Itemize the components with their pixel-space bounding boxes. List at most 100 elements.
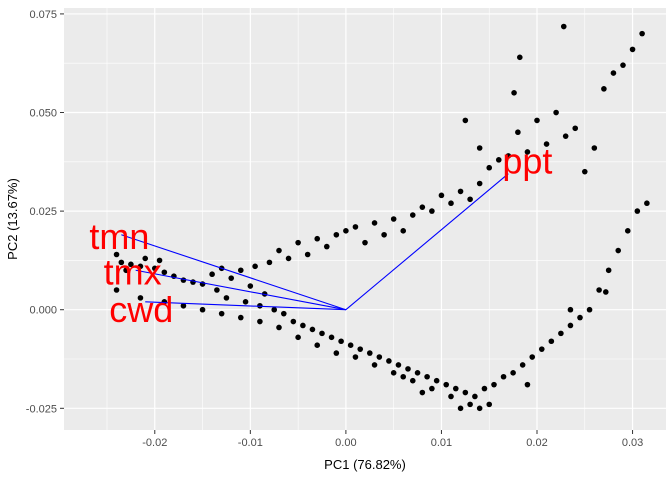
data-point-110 [419,389,426,396]
data-point-29 [309,326,316,333]
data-point-79 [548,338,555,345]
y-tick-label-4: 0.075 [29,9,57,21]
data-point-4 [161,269,168,276]
data-point-10 [214,287,220,293]
data-point-87 [586,306,593,313]
data-point-67 [491,381,497,388]
y-tick-label-2: 0.025 [29,206,57,218]
data-point-44 [381,231,387,238]
data-point-81 [558,330,564,337]
loading-vector-cwd [145,301,346,311]
data-point-132 [429,385,435,392]
y-tick-label-3: 0.050 [29,108,57,120]
data-point-126 [314,342,321,349]
data-point-119 [180,302,187,309]
loading-label-ppt: ppt [502,141,552,182]
data-point-9 [209,271,215,278]
data-point-118 [161,299,168,305]
x-axis-ticks: -0.02 -0.01 0.00 0.01 0.02 0.03 [142,430,643,449]
grid-major [64,8,666,430]
data-point-122 [237,314,244,321]
data-point-134 [467,401,473,408]
plot-panel [64,8,666,430]
data-point-121 [218,310,225,317]
data-point-78 [543,141,550,147]
data-point-80 [553,109,559,116]
data-point-58 [448,200,454,207]
data-point-40 [362,239,368,246]
data-point-103 [462,117,469,124]
data-point-66 [486,164,493,171]
x-tick-label-0: -0.02 [142,437,167,449]
data-point-17 [252,263,258,270]
data-point-31 [319,330,325,337]
data-point-131 [409,377,416,384]
data-point-2 [137,263,144,270]
data-point-77 [538,346,545,352]
data-point-88 [591,145,598,151]
data-point-84 [572,125,579,132]
data-point-108 [486,401,493,408]
data-point-35 [338,338,344,345]
data-point-74 [524,149,531,155]
x-axis-title: PC1 (76.82%) [324,457,406,472]
data-point-48 [400,228,407,234]
x-tick-label-1: -0.01 [238,437,263,449]
data-point-1 [128,261,134,268]
data-point-27 [300,322,306,329]
data-point-64 [476,180,483,187]
data-point-21 [271,306,278,313]
y-axis-ticks: -0.025 0.000 0.025 0.050 0.075 [26,9,64,415]
data-point-47 [395,362,402,368]
data-point-59 [452,385,459,392]
loading-label-cwd: cwd [109,289,173,330]
loading-vector-tmx [135,269,346,311]
data-point-125 [295,334,301,341]
data-point-107 [524,381,531,388]
data-point-93 [615,247,622,254]
data-point-109 [457,405,464,412]
data-point-106 [567,306,574,313]
data-point-127 [333,350,340,356]
data-point-101 [517,54,523,61]
data-point-25 [290,318,297,325]
data-point-116 [113,287,120,293]
data-point-15 [242,299,249,305]
x-tick-label-2: 0.00 [335,437,356,449]
data-point-130 [390,370,397,376]
data-point-96 [629,46,636,53]
data-point-0 [118,259,125,266]
data-point-50 [409,212,416,218]
data-point-42 [371,220,378,226]
data-point-113 [123,267,129,274]
data-point-71 [510,370,516,376]
data-point-63 [472,393,478,400]
data-point-24 [285,255,292,262]
data-point-33 [328,334,335,341]
data-point-95 [624,228,631,234]
data-point-41 [366,350,373,356]
data-point-56 [438,192,445,199]
data-point-52 [419,204,426,210]
data-point-99 [644,200,650,207]
data-point-75 [529,354,536,360]
data-point-46 [390,216,397,222]
data-point-129 [371,362,378,368]
data-point-28 [304,251,311,258]
data-point-72 [515,129,521,136]
data-point-135 [476,405,483,412]
scatter-points [113,23,650,412]
x-tick-label-3: 0.01 [431,437,452,449]
y-axis-title: PC2 (13.67%) [5,178,20,260]
data-point-114 [142,255,149,262]
data-point-37 [347,342,354,349]
data-point-14 [237,267,244,274]
data-point-18 [257,302,263,309]
data-point-91 [605,267,612,274]
data-point-23 [280,310,287,317]
data-point-83 [567,322,574,329]
data-point-13 [228,275,235,281]
y-tick-label-1: 0.000 [29,305,57,317]
data-point-120 [199,306,206,313]
